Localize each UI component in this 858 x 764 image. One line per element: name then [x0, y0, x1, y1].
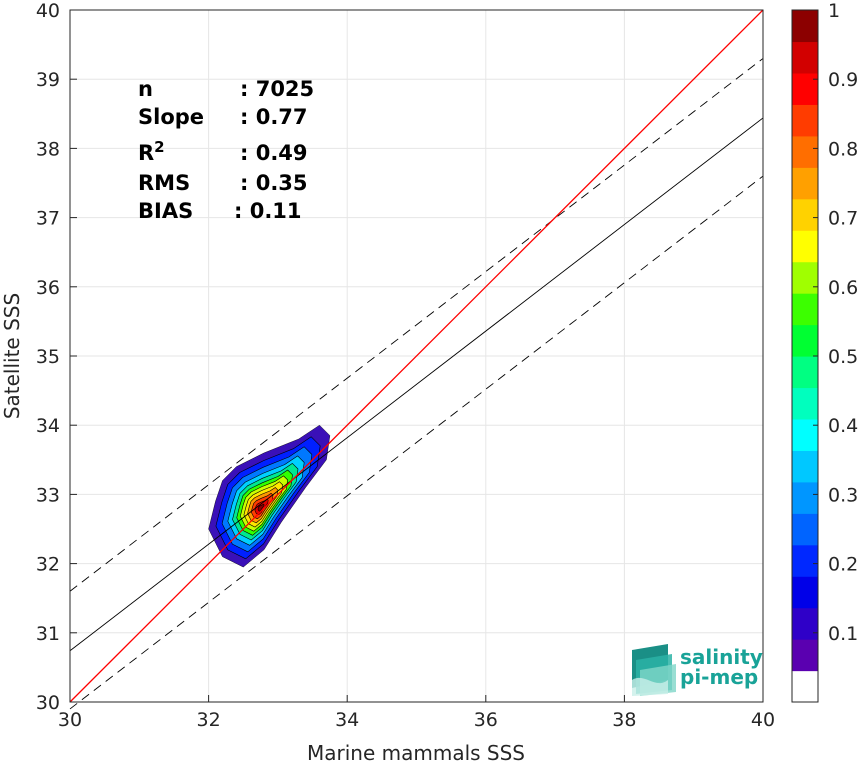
upper-bound-line [69, 58, 764, 592]
colorbar-tick-label: 0.3 [828, 484, 858, 506]
x-axis-ticks: 30 32 34 36 38 40 [58, 695, 775, 731]
colorbar-segment [792, 198, 818, 231]
colorbar-segment [792, 639, 818, 672]
colorbar-tick-label: 0.9 [828, 69, 858, 91]
colorbar-segment [792, 135, 818, 168]
stats-box: n : 7025 Slope : 0.77 R2 : 0.49 RMS : 0.35 BIAS:… [138, 77, 314, 223]
y-tick-label: 37 [36, 208, 60, 230]
fit-line [69, 117, 764, 652]
x-tick-label: 38 [612, 709, 636, 731]
x-tick-label: 34 [335, 709, 359, 731]
stat-value: : 0.49 [240, 141, 308, 165]
x-tick-label: 32 [197, 709, 221, 731]
stat-label: Slope [138, 105, 204, 129]
colorbar-tick-label: 0.6 [828, 277, 858, 299]
logo-line1: salinity [680, 645, 763, 669]
density-contour-level [257, 503, 265, 512]
colorbar-segment [792, 261, 818, 294]
x-tick-label: 36 [474, 709, 498, 731]
lower-bound-line [69, 175, 764, 710]
colorbar-segment [792, 230, 818, 263]
y-axis-ticks: 30 31 32 33 34 35 36 37 38 39 40 [36, 0, 77, 714]
x-tick-label: 30 [58, 709, 82, 731]
colorbar: 0.1 0.2 0.3 0.4 0.5 0.6 0.7 0.8 0.9 1 [791, 0, 858, 703]
stat-value: : 0.77 [240, 105, 308, 129]
colorbar-segment [792, 513, 818, 546]
colorbar-tick-label: 0.7 [828, 208, 858, 230]
y-axis-label: Satellite SSS [0, 293, 24, 419]
logo-line2: pi-mep [680, 665, 758, 689]
identity-line [69, 9, 764, 703]
colorbar-segment [792, 418, 818, 451]
colorbar-tick-label: 0.8 [828, 138, 858, 160]
colorbar-tick-label: 0.1 [828, 623, 858, 645]
y-tick-label: 39 [36, 69, 60, 91]
y-tick-label: 31 [36, 623, 60, 645]
y-tick-label: 38 [36, 138, 60, 160]
colorbar-segment [792, 10, 818, 43]
y-tick-label: 34 [36, 415, 60, 437]
colorbar-tick-label: 1 [828, 0, 840, 22]
colorbar-segment [792, 104, 818, 137]
stat-value: : 0.11 [234, 199, 302, 223]
colorbar-segment [792, 481, 818, 514]
colorbar-segment [792, 450, 818, 483]
colorbar-tick-label: 0.5 [828, 346, 858, 368]
colorbar-segment [792, 670, 818, 703]
colorbar-segment [792, 607, 818, 640]
stat-label: RMS [138, 171, 190, 195]
stat-label: R2 [138, 138, 165, 165]
stat-value: : 7025 [240, 77, 314, 101]
colorbar-segment [792, 293, 818, 326]
x-axis-label: Marine mammals SSS [307, 741, 525, 764]
logo-waves-icon [632, 644, 676, 696]
colorbar-segment [792, 167, 818, 200]
colorbar-segment [792, 41, 818, 74]
colorbar-segment [792, 324, 818, 357]
y-tick-label: 30 [36, 692, 60, 714]
colorbar-segment [792, 576, 818, 609]
stat-label: BIAS [138, 199, 193, 223]
colorbar-tick-label: 0.2 [828, 554, 858, 576]
colorbar-segment [792, 356, 818, 389]
y-tick-label: 40 [36, 0, 60, 22]
x-tick-label: 40 [751, 709, 775, 731]
colorbar-tick-label: 0.4 [828, 415, 858, 437]
stat-label: n [138, 77, 153, 101]
y-tick-label: 36 [36, 277, 60, 299]
salinity-pimep-logo: salinity pi-mep [632, 644, 763, 696]
y-tick-label: 33 [36, 484, 60, 506]
stat-value: : 0.35 [240, 171, 308, 195]
y-tick-label: 32 [36, 554, 60, 576]
regression-lines [69, 9, 764, 710]
y-tick-label: 35 [36, 346, 60, 368]
colorbar-segment [792, 544, 818, 577]
colorbar-segment [792, 387, 818, 420]
colorbar-segment [792, 72, 818, 105]
